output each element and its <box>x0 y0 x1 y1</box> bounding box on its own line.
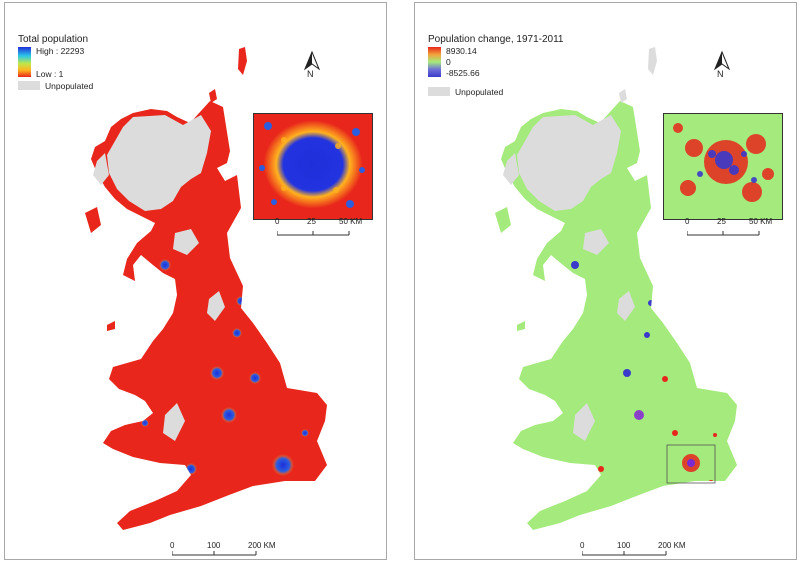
population-color-ramp <box>18 47 31 77</box>
unpopulated-label: Unpopulated <box>455 87 504 97</box>
inset-scale-50: 50 KM <box>749 217 773 226</box>
main-scale-0: 0 <box>580 541 585 550</box>
total-population-map <box>85 47 327 530</box>
unpopulated-label: Unpopulated <box>45 81 94 91</box>
legend-title: Total population <box>18 34 89 45</box>
london-inset-map <box>253 113 373 220</box>
legend-high-label: 8930.14 <box>446 46 477 56</box>
inset-scale-25: 25 <box>717 217 726 226</box>
inset-scale-bar <box>687 231 760 236</box>
north-arrow-icon <box>713 51 731 71</box>
inset-scale-25: 25 <box>307 217 316 226</box>
main-scale-200: 200 KM <box>248 541 276 550</box>
inset-scale-bar <box>277 231 350 236</box>
north-label: N <box>307 69 314 79</box>
inset-scale-0: 0 <box>685 217 690 226</box>
main-scale-0: 0 <box>170 541 175 550</box>
great-britain-mainland <box>85 47 327 530</box>
london-inset-extent-box <box>666 444 716 484</box>
unpopulated-swatch <box>428 87 450 96</box>
main-scale-bar <box>582 551 667 556</box>
main-scale-bar <box>172 551 257 556</box>
inset-scale-50: 50 KM <box>339 217 363 226</box>
legend-high-label: High : 22293 <box>36 46 85 56</box>
north-label: N <box>717 69 724 79</box>
london-inset-map <box>663 113 783 220</box>
total-population-map-panel: Total population High : 22293 Low : 1 Un… <box>4 2 387 560</box>
great-britain-mainland <box>495 47 737 530</box>
legend-zero-label: 0 <box>446 57 451 67</box>
population-change-map-panel: Population change, 1971-2011 8930.14 0 -… <box>414 2 797 560</box>
legend-title: Population change, 1971-2011 <box>428 34 564 45</box>
main-scale-100: 100 <box>207 541 221 550</box>
population-change-map <box>495 47 737 530</box>
main-scale-200: 200 KM <box>658 541 686 550</box>
legend-low-label: -8525.66 <box>446 68 480 78</box>
unpopulated-swatch <box>18 81 40 90</box>
inset-scale-0: 0 <box>275 217 280 226</box>
legend-low-label: Low : 1 <box>36 69 64 79</box>
change-color-ramp <box>428 47 441 77</box>
main-scale-100: 100 <box>617 541 631 550</box>
north-arrow-icon <box>303 51 321 71</box>
